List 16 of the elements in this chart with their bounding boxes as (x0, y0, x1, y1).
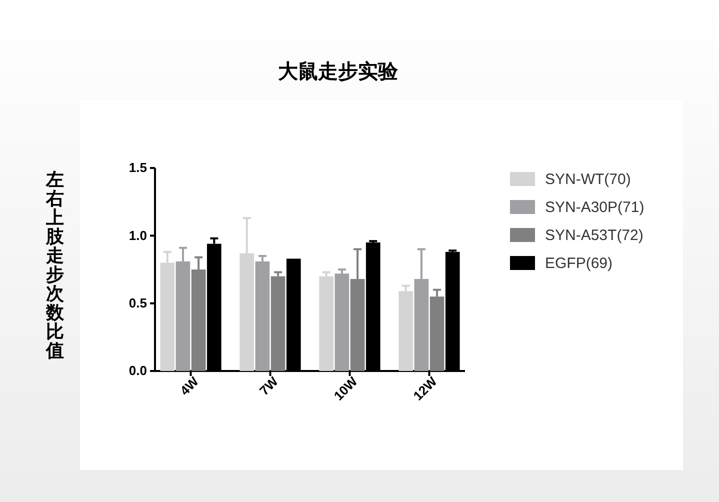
bar (255, 261, 270, 371)
legend-label: SYN-WT(70) (545, 171, 631, 188)
y-tick-label: 1.5 (128, 160, 147, 176)
legend-label: SYN-A53T(72) (545, 227, 644, 244)
legend-label: EGFP(69) (545, 255, 613, 272)
bar (334, 274, 350, 371)
bar (270, 276, 286, 371)
x-tick-label: 4W (176, 373, 202, 398)
y-tick-label: 0.5 (128, 295, 147, 310)
legend-label: SYN-A30P(71) (545, 199, 644, 216)
y-tick-label: 0.0 (128, 363, 147, 378)
text: 左右上肢走步次数比值 (46, 170, 64, 362)
bar (319, 276, 334, 371)
x-tick-label: 7W (256, 373, 282, 398)
chart-title: 大鼠走步实验 (278, 59, 399, 83)
y-tick-label: 1.0 (128, 228, 147, 243)
